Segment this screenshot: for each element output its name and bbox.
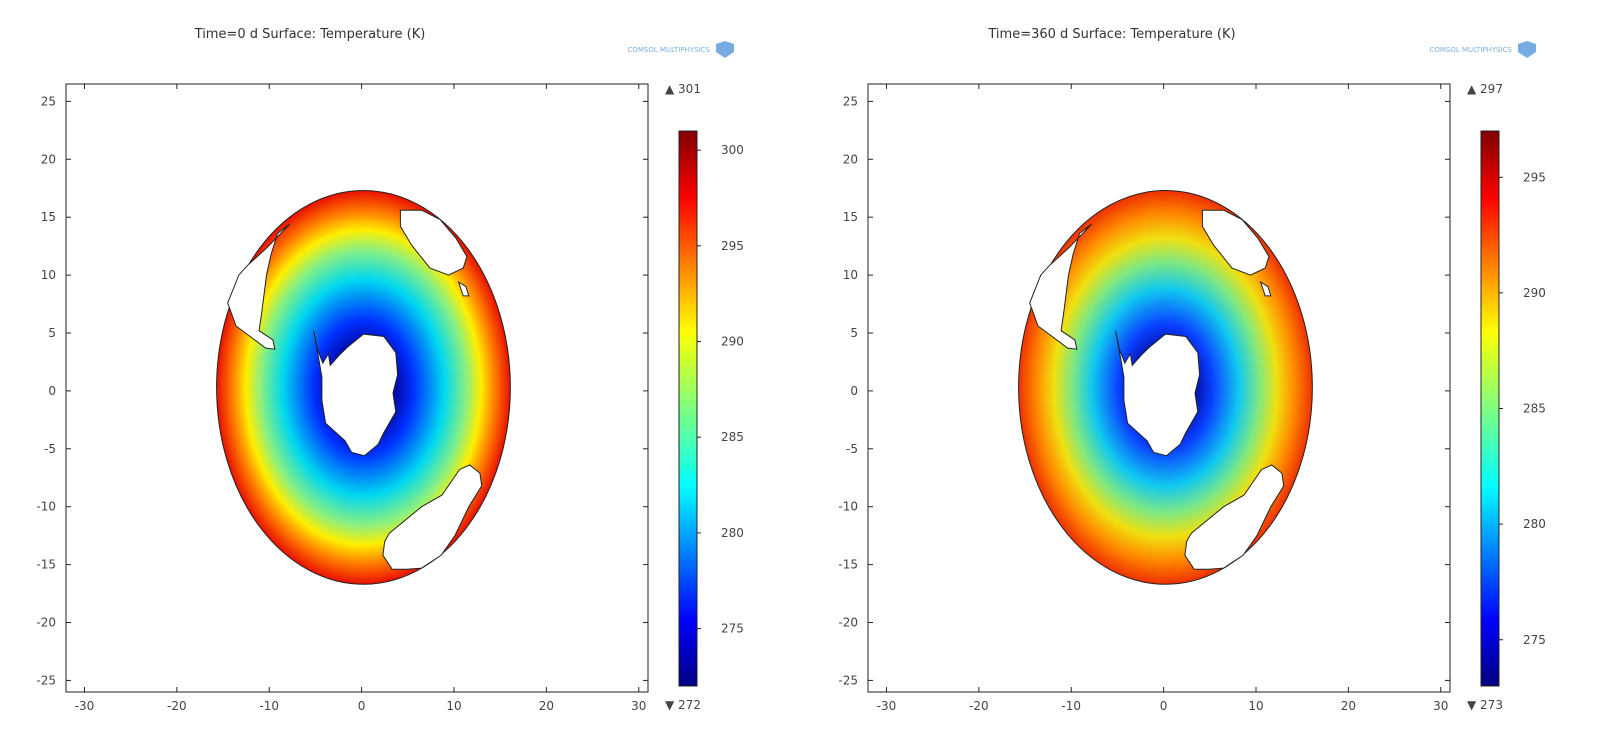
x-tick-label: -10	[259, 699, 279, 713]
y-tick-label: 15	[843, 210, 858, 224]
y-tick-label: 5	[850, 326, 858, 340]
colorbar-max-label: ▲ 301	[665, 82, 701, 96]
plot-panel-1: Time=360 d Surface: Temperature (K) COMSO…	[838, 27, 1546, 713]
colorbar-tick-label: 300	[721, 143, 744, 157]
landmass-africa	[399, 209, 468, 276]
x-tick-label: -30	[877, 699, 897, 713]
colorbar-tick-label: 275	[721, 622, 744, 636]
x-tick-label: 30	[631, 699, 646, 713]
landmass-africa	[1201, 209, 1270, 276]
landmass-madagascar	[1259, 280, 1272, 297]
colorbar-tick-label: 285	[1523, 402, 1546, 416]
x-tick-label: 20	[1341, 699, 1356, 713]
landmass-australia	[1184, 464, 1285, 570]
y-tick-label: 5	[48, 326, 56, 340]
colorbar-tick-label: 275	[1523, 633, 1546, 647]
y-tick-label: 0	[48, 384, 56, 398]
comsol-logo: COMSOL MULTIPHYSICS	[627, 41, 734, 58]
y-tick-label: -25	[36, 673, 56, 687]
chart-title: Time=360 d Surface: Temperature (K)	[987, 27, 1235, 42]
x-tick-label: -30	[75, 699, 95, 713]
x-tick-label: 10	[1248, 699, 1263, 713]
x-tick-label: -20	[167, 699, 187, 713]
x-tick-label: 0	[1160, 699, 1168, 713]
colorbar-tick-label: 290	[721, 335, 744, 349]
y-tick-label: 20	[843, 152, 858, 166]
colorbar-tick-label: 295	[1523, 170, 1546, 184]
y-tick-label: -5	[44, 442, 56, 456]
colorbar	[1480, 130, 1500, 687]
x-tick-label: 10	[446, 699, 461, 713]
y-tick-label: -15	[36, 558, 56, 572]
colorbar-tick-label: 285	[721, 430, 744, 444]
y-tick-label: 10	[843, 268, 858, 282]
y-tick-label: -15	[838, 558, 858, 572]
y-tick-label: -10	[838, 500, 858, 514]
colorbar-min-label: ▼ 272	[665, 698, 701, 712]
colorbar-tick-label: 280	[1523, 517, 1546, 531]
y-tick-label: 0	[850, 384, 858, 398]
landmass-south-america	[1029, 223, 1092, 350]
chart-title: Time=0 d Surface: Temperature (K)	[194, 27, 426, 42]
y-tick-label: 25	[41, 94, 56, 108]
colorbar-tick-label: 290	[1523, 286, 1546, 300]
y-tick-label: -25	[838, 673, 858, 687]
logo-shape	[716, 41, 734, 58]
landmass-antarctica	[1115, 330, 1201, 457]
x-tick-label: 0	[358, 699, 366, 713]
y-tick-label: -10	[36, 500, 56, 514]
landmass-australia	[382, 464, 483, 570]
landmass-madagascar	[457, 280, 470, 297]
colorbar-tick-label: 295	[721, 239, 744, 253]
landmass-south-america	[227, 223, 290, 350]
y-tick-label: -20	[36, 616, 56, 630]
plot-panel-0: Time=0 d Surface: Temperature (K) COMSOL …	[36, 27, 744, 713]
colorbar	[678, 130, 698, 687]
watermark-text: COMSOL MULTIPHYSICS	[627, 46, 710, 54]
y-tick-label: 10	[41, 268, 56, 282]
y-tick-label: -20	[838, 616, 858, 630]
y-tick-label: 15	[41, 210, 56, 224]
y-tick-label: 20	[41, 152, 56, 166]
landmass-antarctica	[313, 330, 399, 457]
logo-shape	[1518, 41, 1536, 58]
x-tick-label: -10	[1061, 699, 1081, 713]
y-tick-label: 25	[843, 94, 858, 108]
x-tick-label: -20	[969, 699, 989, 713]
x-tick-label: 30	[1433, 699, 1448, 713]
y-tick-label: -5	[846, 442, 858, 456]
colorbar-min-label: ▼ 273	[1467, 698, 1503, 712]
x-tick-label: 20	[539, 699, 554, 713]
colorbar-tick-label: 280	[721, 526, 744, 540]
colorbar-max-label: ▲ 297	[1467, 82, 1503, 96]
watermark-text: COMSOL MULTIPHYSICS	[1429, 46, 1512, 54]
comsol-logo: COMSOL MULTIPHYSICS	[1429, 41, 1536, 58]
